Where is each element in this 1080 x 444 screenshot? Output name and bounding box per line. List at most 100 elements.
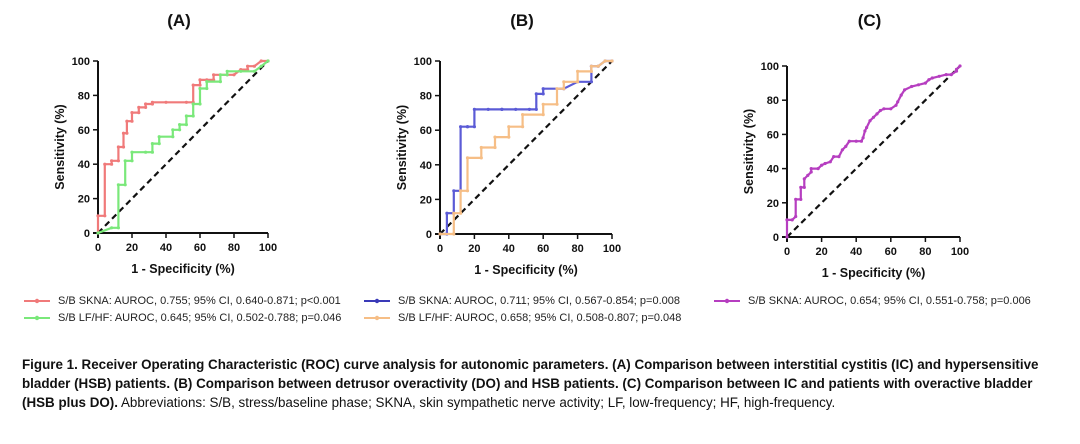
roc-point [178, 128, 182, 132]
y-tick-label: 40 [767, 164, 779, 176]
x-tick-label: 40 [503, 243, 515, 255]
roc-point [184, 114, 188, 118]
roc-point [184, 123, 188, 127]
x-tick-label: 100 [603, 243, 621, 255]
caption-text: Abbreviations: S/B, stress/baseline phas… [117, 395, 836, 410]
roc-point [465, 156, 470, 160]
roc-point [121, 131, 126, 135]
roc-point [150, 142, 154, 146]
roc-point [865, 126, 869, 130]
roc-point [171, 135, 175, 139]
y-axis-label: Sensitivity (%) [742, 109, 756, 194]
roc-point [521, 125, 525, 129]
x-tick-label: 60 [194, 242, 206, 254]
roc-point [191, 114, 195, 118]
legend-swatch-blue [362, 296, 392, 306]
y-tick-label: 20 [767, 198, 779, 210]
roc-point [239, 69, 243, 73]
roc-point [218, 80, 222, 84]
roc-point [949, 73, 953, 77]
roc-point [144, 102, 148, 106]
x-tick-label: 20 [126, 242, 138, 254]
roc-point [541, 102, 545, 106]
roc-point [465, 125, 470, 129]
x-tick-label: 40 [850, 246, 862, 258]
roc-point [790, 218, 794, 222]
roc-point [903, 88, 907, 92]
roc-point [541, 113, 545, 117]
roc-point [954, 67, 959, 71]
y-tick-label: 80 [767, 95, 779, 107]
roc-point [96, 214, 100, 218]
roc-point [125, 119, 129, 123]
roc-point [562, 87, 566, 91]
roc-chart-b: (B) 0 20 40 60 80 100 0 20 40 60 80 100 1 - Specifici… [395, 11, 621, 277]
x-tick-label: 20 [815, 246, 827, 258]
legend-item: S/B LF/HF: AUROC, 0.645; 95% CI, 0.502-0… [22, 309, 341, 326]
roc-point [459, 125, 463, 129]
x-tick-label: 80 [919, 246, 931, 258]
roc-point [832, 155, 836, 159]
y-tick-label: 60 [420, 125, 432, 137]
roc-point [164, 100, 168, 104]
roc-point [868, 119, 872, 123]
legend-swatch-purple [712, 296, 742, 306]
x-tick-label: 0 [95, 242, 101, 254]
roc-point [218, 73, 222, 77]
roc-point [150, 100, 154, 104]
roc-point [799, 185, 803, 189]
roc-point [820, 163, 824, 167]
reference-line [439, 60, 613, 235]
figure-caption: Figure 1. Receiver Operating Characteris… [22, 355, 1062, 412]
caption-bold: Figure 1. Receiver Operating Characteris… [22, 357, 1039, 410]
roc-point [246, 64, 250, 68]
roc-point [198, 86, 202, 91]
y-tick-label: 100 [414, 56, 432, 68]
roc-point [184, 100, 188, 104]
roc-point [589, 69, 593, 73]
roc-point [596, 64, 600, 68]
legend-item: S/B SKNA: AUROC, 0.654; 95% CI, 0.551-0.… [712, 292, 1031, 309]
roc-point [837, 155, 841, 159]
x-tick-label: 80 [228, 242, 240, 254]
roc-point [861, 136, 865, 140]
y-tick-label: 40 [420, 160, 432, 172]
roc-point [493, 145, 497, 150]
roc-point [486, 107, 490, 111]
legend-item: S/B SKNA: AUROC, 0.755; 95% CI, 0.640-0.… [22, 292, 341, 309]
roc-point [576, 69, 580, 73]
roc-point [603, 59, 607, 63]
roc-point [802, 185, 806, 189]
roc-point [191, 102, 195, 106]
roc-point [930, 76, 934, 80]
roc-point [809, 170, 813, 174]
roc-point [875, 112, 879, 116]
roc-point [521, 113, 525, 117]
x-tick-label: 20 [468, 243, 480, 255]
x-tick-label: 60 [885, 246, 897, 258]
x-tick-label: 40 [160, 242, 172, 254]
roc-point [438, 232, 442, 236]
roc-point [541, 92, 545, 96]
roc-point [859, 139, 863, 143]
roc-point [534, 107, 538, 111]
roc-point [816, 167, 820, 171]
roc-point [472, 125, 476, 129]
roc-point [205, 80, 209, 84]
roc-point [198, 83, 202, 87]
roc-point [130, 159, 134, 163]
roc-point [452, 189, 456, 193]
roc-point [472, 107, 476, 111]
y-tick-label: 100 [761, 61, 779, 73]
roc-point [198, 102, 202, 106]
roc-point [225, 69, 229, 73]
legend-item: S/B LF/HF: AUROC, 0.658; 95% CI, 0.508-0… [362, 309, 681, 326]
roc-point [252, 69, 256, 73]
x-tick-label: 100 [951, 246, 969, 258]
roc-point [785, 218, 789, 222]
roc-point [899, 93, 903, 97]
roc-point [110, 162, 114, 166]
legend-a: S/B SKNA: AUROC, 0.755; 95% CI, 0.640-0.… [22, 292, 341, 326]
roc-point [150, 150, 154, 154]
y-tick-label: 0 [84, 228, 90, 240]
